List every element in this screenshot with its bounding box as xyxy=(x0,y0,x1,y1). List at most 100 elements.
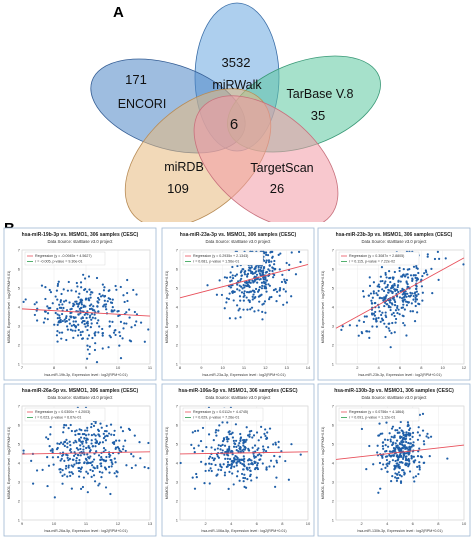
data-point xyxy=(264,278,267,281)
data-point xyxy=(80,321,84,324)
data-point xyxy=(389,276,392,279)
data-point xyxy=(64,299,68,302)
data-point xyxy=(250,459,253,462)
data-point xyxy=(266,431,269,434)
data-point xyxy=(78,458,81,462)
data-point xyxy=(91,445,94,448)
data-point xyxy=(107,465,111,468)
data-point xyxy=(394,321,397,324)
data-point xyxy=(96,466,99,469)
data-point xyxy=(80,429,83,432)
data-point xyxy=(399,280,402,283)
data-point xyxy=(400,441,404,444)
data-point xyxy=(412,441,415,444)
data-point xyxy=(386,303,389,306)
data-point xyxy=(55,334,59,337)
data-point xyxy=(235,449,238,452)
data-point xyxy=(119,285,122,289)
data-point xyxy=(380,297,384,300)
x-tick-label: 10 xyxy=(306,521,311,526)
data-point xyxy=(84,298,87,301)
data-point xyxy=(384,466,387,469)
data-point xyxy=(147,441,150,445)
data-point xyxy=(48,288,51,292)
data-point xyxy=(243,290,246,293)
data-point xyxy=(399,420,402,424)
data-point xyxy=(391,303,394,306)
data-point xyxy=(243,477,247,480)
data-point xyxy=(81,432,84,436)
data-point xyxy=(250,266,253,269)
data-point xyxy=(392,311,395,315)
data-point xyxy=(92,474,96,477)
data-point xyxy=(256,463,259,467)
data-point xyxy=(69,444,72,447)
regression-line xyxy=(335,444,465,460)
venn-label-encori: ENCORI xyxy=(118,97,167,111)
data-point xyxy=(423,443,426,446)
data-point xyxy=(408,442,412,445)
data-point xyxy=(69,328,72,331)
data-point xyxy=(257,447,260,450)
data-point xyxy=(80,286,83,289)
data-point xyxy=(446,457,449,460)
data-point xyxy=(97,454,101,457)
data-point xyxy=(113,440,116,444)
data-point xyxy=(423,272,426,275)
data-point xyxy=(394,317,398,321)
data-point xyxy=(260,287,264,290)
data-point xyxy=(35,301,38,304)
data-point xyxy=(399,435,402,438)
data-point xyxy=(409,291,412,294)
data-point xyxy=(93,309,96,312)
data-point xyxy=(65,438,68,441)
data-point xyxy=(418,468,421,471)
y-tick-label: 6 xyxy=(18,422,21,427)
y-tick-label: 4 xyxy=(176,304,179,309)
data-point xyxy=(71,465,75,468)
data-point xyxy=(96,322,99,325)
data-point xyxy=(396,429,399,432)
legend-stats: r = 0.023, p-value = 6.67e-01 xyxy=(35,416,81,420)
data-point xyxy=(426,432,429,435)
legend-regression: Regression (y = 0.2935x + 2.1343) xyxy=(193,254,248,258)
data-point xyxy=(238,442,241,445)
data-point xyxy=(76,453,80,457)
data-point xyxy=(388,270,391,273)
data-point xyxy=(373,302,376,305)
data-point xyxy=(60,312,64,316)
x-tick-label: 4 xyxy=(230,521,233,526)
x-tick-label: 12 xyxy=(116,521,121,526)
data-point xyxy=(403,275,407,278)
data-point xyxy=(257,270,260,273)
data-point xyxy=(200,460,203,463)
data-point xyxy=(208,462,211,465)
venn-label-targetscan: TargetScan xyxy=(250,161,313,175)
y-tick-label: 2 xyxy=(176,498,179,503)
venn-count-core: 6 xyxy=(230,116,238,133)
data-point xyxy=(116,446,119,449)
data-point xyxy=(90,442,93,445)
data-point xyxy=(389,450,393,453)
y-tick-label: 7 xyxy=(332,403,335,408)
x-tick-label: 10 xyxy=(440,365,445,370)
data-point xyxy=(33,313,36,317)
data-point xyxy=(444,257,447,260)
data-point xyxy=(82,273,85,276)
data-point xyxy=(55,289,59,292)
data-point xyxy=(380,313,383,317)
data-point xyxy=(89,314,92,317)
data-point xyxy=(368,276,371,279)
data-point xyxy=(245,296,248,299)
data-point xyxy=(227,463,230,466)
data-point xyxy=(261,271,264,275)
data-point xyxy=(376,293,379,297)
data-point xyxy=(86,322,89,325)
data-point xyxy=(251,298,254,301)
data-point xyxy=(388,460,391,463)
data-point xyxy=(381,318,385,322)
data-point xyxy=(100,476,103,479)
data-point xyxy=(79,487,83,490)
data-point xyxy=(408,267,411,271)
data-point xyxy=(62,443,65,446)
